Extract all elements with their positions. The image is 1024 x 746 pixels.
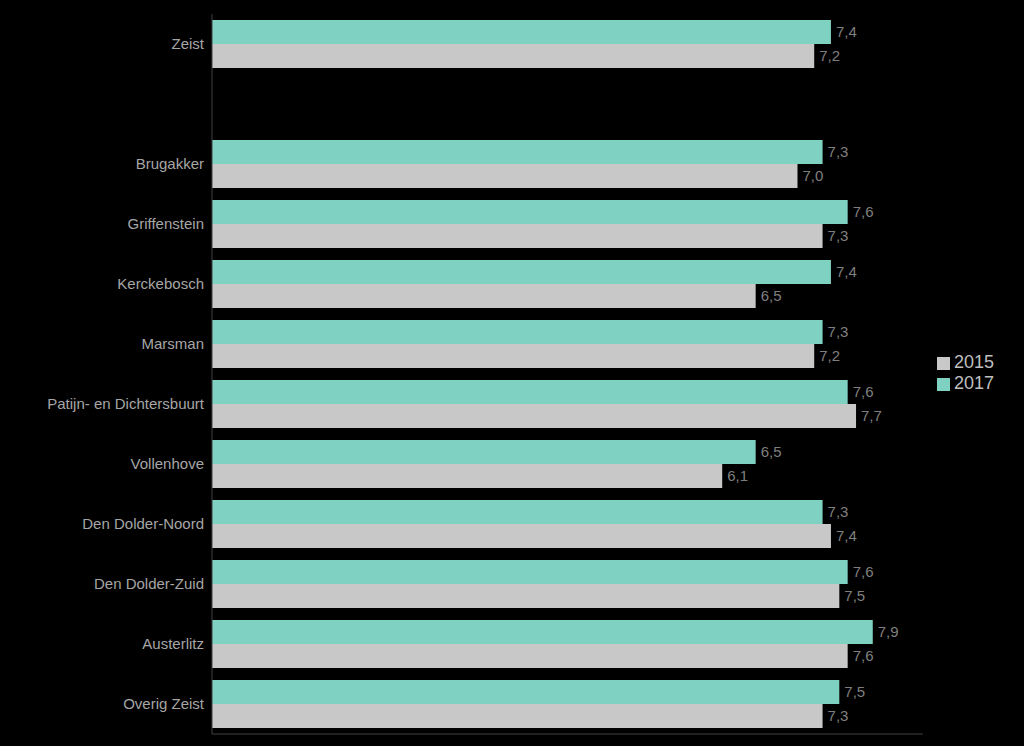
svg-text:7,4: 7,4 [836, 263, 857, 280]
svg-text:Kerckebosch: Kerckebosch [117, 275, 204, 292]
svg-text:Den Dolder-Zuid: Den Dolder-Zuid [94, 575, 204, 592]
svg-text:7,3: 7,3 [828, 503, 849, 520]
svg-text:7,5: 7,5 [844, 587, 865, 604]
svg-text:Overig Zeist: Overig Zeist [123, 695, 205, 712]
svg-text:7,4: 7,4 [836, 527, 857, 544]
svg-text:Patijn- en Dichtersbuurt: Patijn- en Dichtersbuurt [47, 395, 205, 412]
svg-text:7,3: 7,3 [828, 227, 849, 244]
svg-text:7,6: 7,6 [853, 647, 874, 664]
svg-text:7,5: 7,5 [844, 683, 865, 700]
html-text:2015: 2015 [954, 352, 994, 372]
svg-text:6,5: 6,5 [761, 443, 782, 460]
svg-text:Zeist: Zeist [171, 35, 204, 52]
svg-text:7,9: 7,9 [878, 623, 899, 640]
svg-text:6,1: 6,1 [727, 467, 748, 484]
html-text:2017: 2017 [954, 373, 994, 393]
svg-text:7,3: 7,3 [828, 707, 849, 724]
svg-text:Griffenstein: Griffenstein [128, 215, 204, 232]
svg-text:7,7: 7,7 [861, 407, 882, 424]
svg-text:Den Dolder-Noord: Den Dolder-Noord [82, 515, 204, 532]
svg-text:7,6: 7,6 [853, 203, 874, 220]
svg-text:7,4: 7,4 [836, 23, 857, 40]
svg-text:7,0: 7,0 [802, 167, 823, 184]
svg-text:7,3: 7,3 [828, 143, 849, 160]
svg-text:6,5: 6,5 [761, 287, 782, 304]
svg-text:Marsman: Marsman [141, 335, 204, 352]
svg-text:Austerlitz: Austerlitz [142, 635, 204, 652]
svg-text:7,2: 7,2 [819, 47, 840, 64]
svg-text:7,3: 7,3 [828, 323, 849, 340]
svg-text:7,6: 7,6 [853, 383, 874, 400]
svg-text:Vollenhove: Vollenhove [131, 455, 204, 472]
svg-text:Brugakker: Brugakker [136, 155, 204, 172]
svg-text:7,2: 7,2 [819, 347, 840, 364]
svg-text:7,6: 7,6 [853, 563, 874, 580]
